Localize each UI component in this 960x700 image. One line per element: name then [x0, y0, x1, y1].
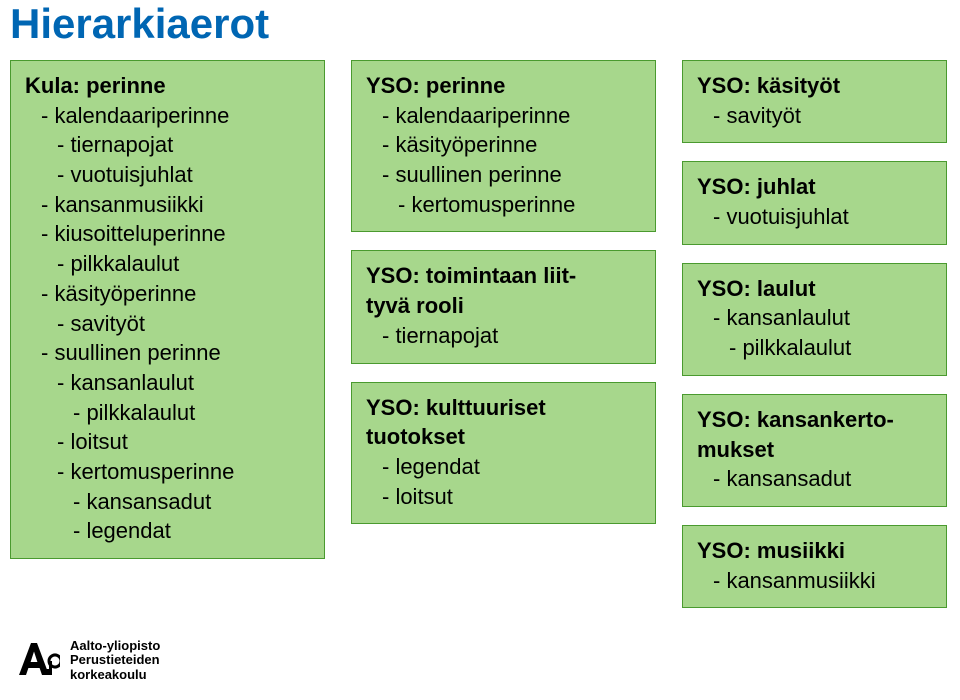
info-box: YSO: perinne- kalendaariperinne- käsityö… [351, 60, 656, 232]
column-3: YSO: käsityöt- savityöt YSO: juhlat- vuot… [682, 60, 947, 608]
box-line: - pilkkalaulut [25, 398, 310, 428]
box-line: - legendat [25, 516, 310, 546]
box-heading: YSO: kansankerto- [697, 405, 932, 435]
box-line: - kertomusperinne [366, 190, 641, 220]
box-line: - suullinen perinne [366, 160, 641, 190]
box-heading: YSO: käsityöt [697, 71, 932, 101]
box-heading: YSO: musiikki [697, 536, 932, 566]
box-line: - kansanmusiikki [697, 566, 932, 596]
box-line: - käsityöperinne [366, 130, 641, 160]
box-line: - tiernapojat [25, 130, 310, 160]
box-line: - legendat [366, 452, 641, 482]
box-line: - kansanlaulut [697, 303, 932, 333]
box-line: - loitsut [366, 482, 641, 512]
box-heading: tyvä rooli [366, 291, 641, 321]
footer-line-3: korkeakoulu [70, 668, 160, 682]
info-box: YSO: musiikki- kansanmusiikki [682, 525, 947, 608]
box-line: - kiusoitteluperinne [25, 219, 310, 249]
box-line: - pilkkalaulut [697, 333, 932, 363]
box-line: - kertomusperinne [25, 457, 310, 487]
box-line: - kalendaariperinne [366, 101, 641, 131]
box-line: - vuotuisjuhlat [25, 160, 310, 190]
footer: Aalto-yliopisto Perustieteiden korkeakou… [16, 639, 160, 682]
info-box: YSO: toimintaan liit-tyvä rooli- tiernap… [351, 250, 656, 363]
box-heading: mukset [697, 435, 932, 465]
columns-container: Kula: perinne- kalendaariperinne- tierna… [0, 60, 960, 608]
info-box: YSO: kansankerto-mukset- kansansadut [682, 394, 947, 507]
box-heading: YSO: perinne [366, 71, 641, 101]
aalto-logo-icon [16, 641, 60, 681]
box-line: - kansansadut [697, 464, 932, 494]
slide-title: Hierarkiaerot [10, 0, 269, 48]
box-heading: YSO: juhlat [697, 172, 932, 202]
box-heading: tuotokset [366, 422, 641, 452]
info-box: Kula: perinne- kalendaariperinne- tierna… [10, 60, 325, 559]
info-box: YSO: kulttuurisettuotokset- legendat- lo… [351, 382, 656, 525]
box-line: - loitsut [25, 427, 310, 457]
box-heading: Kula: perinne [25, 71, 310, 101]
aalto-logo-text: Aalto-yliopisto Perustieteiden korkeakou… [70, 639, 160, 682]
box-line: - pilkkalaulut [25, 249, 310, 279]
box-line: - kalendaariperinne [25, 101, 310, 131]
slide: Hierarkiaerot Kula: perinne- kalendaarip… [0, 0, 960, 700]
info-box: YSO: laulut- kansanlaulut- pilkkalaulut [682, 263, 947, 376]
box-line: - savityöt [25, 309, 310, 339]
box-line: - käsityöperinne [25, 279, 310, 309]
column-2: YSO: perinne- kalendaariperinne- käsityö… [351, 60, 656, 608]
box-line: - kansanmusiikki [25, 190, 310, 220]
box-line: - kansansadut [25, 487, 310, 517]
box-heading: YSO: toimintaan liit- [366, 261, 641, 291]
footer-line-2: Perustieteiden [70, 653, 160, 667]
box-line: - vuotuisjuhlat [697, 202, 932, 232]
box-heading: YSO: kulttuuriset [366, 393, 641, 423]
footer-line-1: Aalto-yliopisto [70, 639, 160, 653]
box-line: - kansanlaulut [25, 368, 310, 398]
info-box: YSO: juhlat- vuotuisjuhlat [682, 161, 947, 244]
box-line: - tiernapojat [366, 321, 641, 351]
info-box: YSO: käsityöt- savityöt [682, 60, 947, 143]
box-heading: YSO: laulut [697, 274, 932, 304]
box-line: - suullinen perinne [25, 338, 310, 368]
box-line: - savityöt [697, 101, 932, 131]
column-1: Kula: perinne- kalendaariperinne- tierna… [10, 60, 325, 608]
